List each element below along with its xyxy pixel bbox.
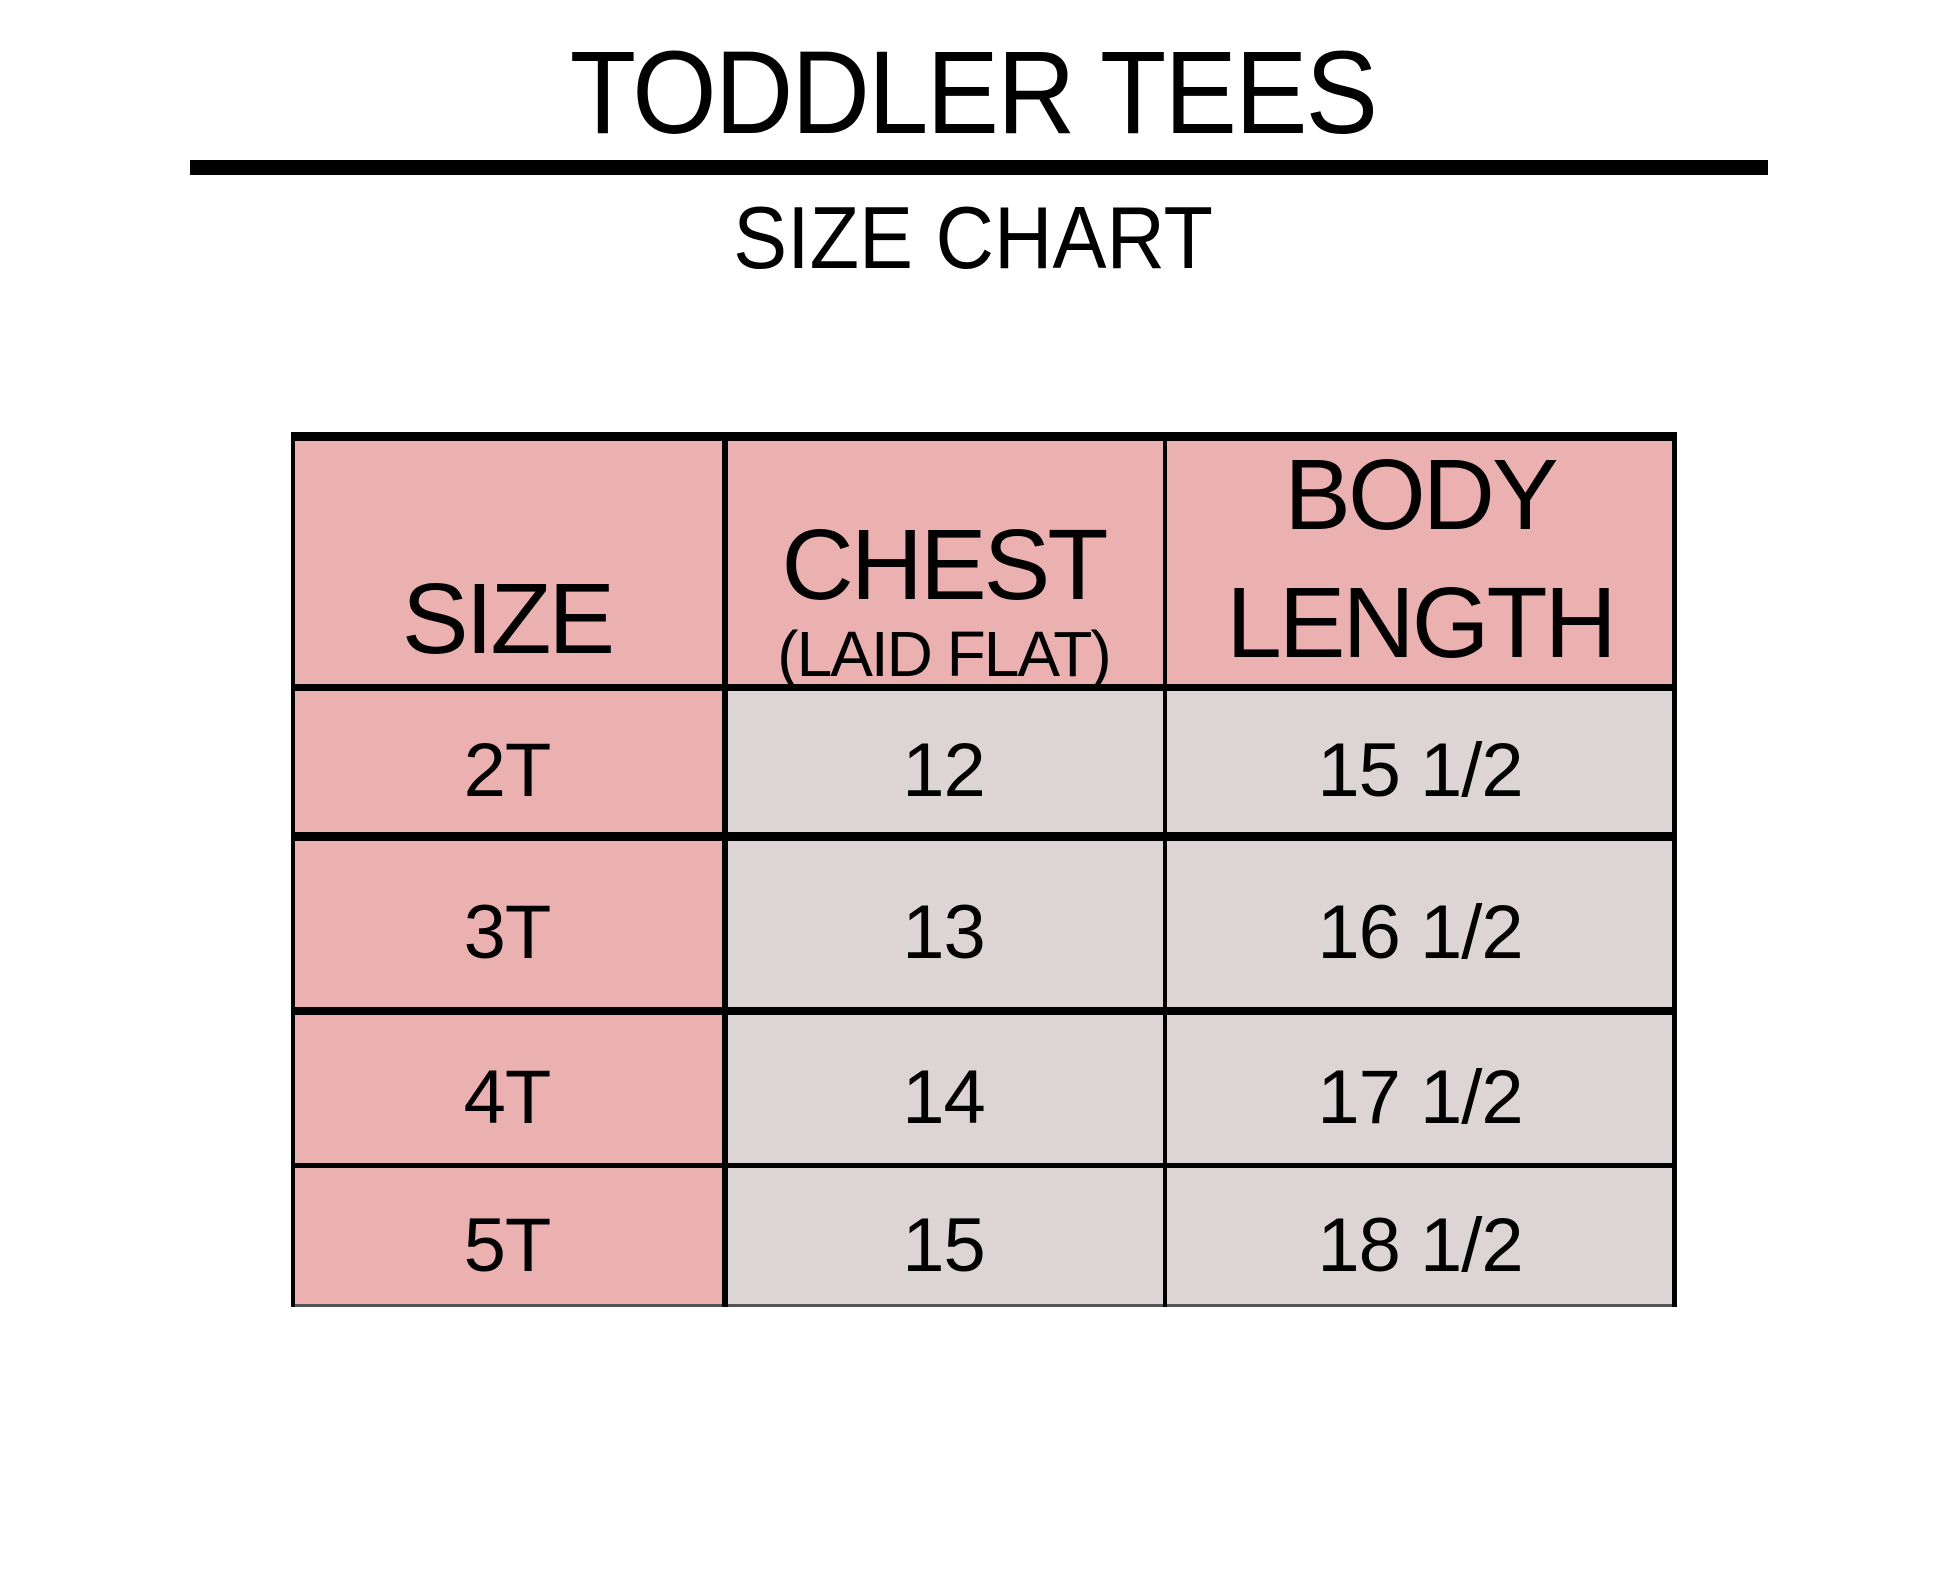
- table-row-4-size: 5T: [291, 1166, 723, 1307]
- page-subtitle: SIZE CHART: [733, 188, 1213, 287]
- table-row-2-body-length: 16 1/2: [1164, 836, 1676, 1010]
- table-border-left: [291, 432, 295, 1307]
- header-divider: [291, 684, 1676, 691]
- header-body-length-line1: BODY: [1284, 439, 1558, 551]
- header-body-length-line2: LENGTH: [1226, 567, 1617, 679]
- size-chart-table: SIZE CHEST (LAID FLAT) BODY LENGTH 2T 12…: [291, 432, 1677, 1307]
- header-chest: CHEST (LAID FLAT): [723, 432, 1164, 687]
- table-row-2-size: 3T: [291, 836, 723, 1010]
- row-divider: [291, 1163, 1676, 1168]
- table-border-bottom: [291, 1304, 1676, 1307]
- row-divider: [291, 832, 1676, 841]
- header-size: SIZE: [291, 432, 723, 687]
- page-title: TODDLER TEES: [569, 27, 1378, 159]
- table-row-4-chest: 15: [723, 1166, 1164, 1307]
- table-row-3-body-length: 17 1/2: [1164, 1010, 1676, 1166]
- header-chest-note: (LAID FLAT): [777, 618, 1111, 690]
- table-row-3-chest: 14: [723, 1010, 1164, 1166]
- table-row-1-body-length: 15 1/2: [1164, 687, 1676, 836]
- table-border-right: [1672, 432, 1677, 1307]
- table-border-top: [291, 432, 1676, 441]
- column-divider: [1163, 432, 1167, 1307]
- table-row-1-chest: 12: [723, 687, 1164, 836]
- header-body-length: BODY LENGTH: [1164, 432, 1676, 687]
- header-chest-label: CHEST: [781, 509, 1109, 621]
- table-row-4-body-length: 18 1/2: [1164, 1166, 1676, 1307]
- title-divider: [190, 160, 1768, 175]
- header-size-label: SIZE: [401, 563, 615, 675]
- table-row-3-size: 4T: [291, 1010, 723, 1166]
- table-row-2-chest: 13: [723, 836, 1164, 1010]
- table-row-1-size: 2T: [291, 687, 723, 836]
- row-divider: [291, 1007, 1676, 1015]
- column-divider: [722, 432, 728, 1307]
